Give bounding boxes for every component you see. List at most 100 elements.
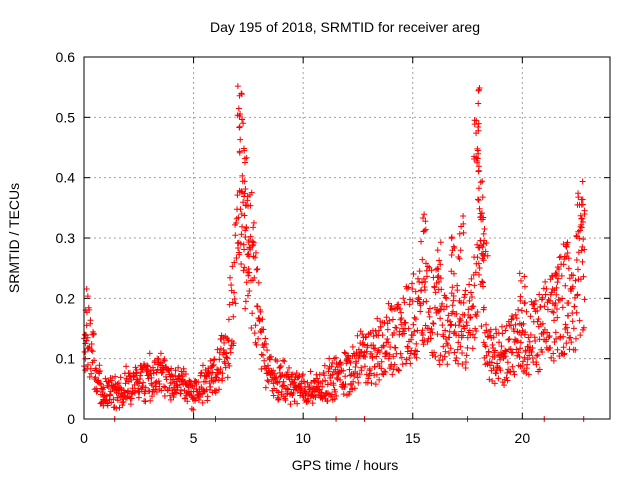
data-point bbox=[563, 340, 570, 347]
data-point bbox=[398, 321, 405, 328]
data-point bbox=[275, 389, 282, 396]
data-point bbox=[342, 381, 349, 388]
data-point bbox=[88, 370, 95, 377]
data-point bbox=[240, 267, 247, 274]
data-point bbox=[513, 315, 520, 322]
data-point bbox=[236, 251, 243, 258]
data-point bbox=[461, 325, 468, 332]
data-point bbox=[362, 353, 369, 360]
data-point bbox=[132, 364, 139, 371]
data-point bbox=[445, 312, 452, 319]
data-point bbox=[489, 341, 496, 348]
data-point bbox=[316, 386, 323, 393]
data-point bbox=[413, 354, 420, 361]
data-point bbox=[391, 361, 398, 368]
data-point bbox=[578, 215, 585, 222]
data-point bbox=[443, 295, 450, 302]
data-point bbox=[370, 333, 377, 340]
data-point bbox=[350, 378, 357, 385]
data-point bbox=[204, 393, 211, 400]
data-point bbox=[358, 367, 365, 374]
data-point bbox=[115, 390, 122, 397]
data-point bbox=[163, 376, 170, 383]
data-point bbox=[268, 353, 275, 360]
data-point bbox=[119, 402, 126, 409]
data-point bbox=[479, 210, 486, 217]
data-point bbox=[510, 368, 517, 375]
data-point bbox=[351, 372, 358, 379]
data-point bbox=[509, 349, 516, 356]
data-point bbox=[476, 264, 483, 271]
data-point bbox=[517, 293, 524, 300]
data-point bbox=[437, 261, 444, 268]
data-point bbox=[438, 286, 445, 293]
data-point bbox=[263, 340, 270, 347]
data-point bbox=[534, 318, 541, 325]
data-point bbox=[464, 322, 471, 329]
data-point bbox=[435, 266, 442, 273]
data-point bbox=[545, 334, 552, 341]
data-point bbox=[115, 380, 122, 387]
data-point bbox=[458, 328, 465, 335]
data-point bbox=[110, 396, 117, 403]
data-point bbox=[286, 364, 293, 371]
data-point bbox=[288, 371, 295, 378]
data-point bbox=[424, 338, 431, 345]
data-point bbox=[516, 270, 523, 277]
data-point bbox=[450, 293, 457, 300]
data-point bbox=[229, 299, 236, 306]
data-point bbox=[474, 254, 481, 261]
data-point bbox=[473, 327, 480, 334]
data-point bbox=[479, 278, 486, 285]
data-point bbox=[233, 255, 240, 262]
data-point bbox=[120, 398, 127, 405]
data-point bbox=[442, 294, 449, 301]
data-point bbox=[245, 239, 252, 246]
data-point bbox=[579, 258, 586, 265]
data-point bbox=[462, 287, 469, 294]
data-point bbox=[562, 282, 569, 289]
data-point bbox=[451, 349, 458, 356]
data-point bbox=[479, 194, 486, 201]
data-point bbox=[275, 395, 282, 402]
data-point bbox=[450, 270, 457, 277]
data-point bbox=[566, 275, 573, 282]
data-point bbox=[226, 301, 233, 308]
data-point bbox=[474, 308, 481, 315]
data-point bbox=[420, 275, 427, 282]
data-point bbox=[161, 357, 168, 364]
data-point bbox=[539, 320, 546, 327]
data-point bbox=[455, 253, 462, 260]
data-point bbox=[330, 382, 337, 389]
data-point bbox=[429, 329, 436, 336]
data-point bbox=[544, 306, 551, 313]
data-point bbox=[247, 233, 254, 240]
data-point bbox=[257, 308, 264, 315]
data-point bbox=[244, 292, 251, 299]
data-point bbox=[439, 300, 446, 307]
data-point bbox=[566, 334, 573, 341]
data-point bbox=[147, 397, 154, 404]
data-point bbox=[426, 313, 433, 320]
data-point bbox=[474, 196, 481, 203]
data-point bbox=[153, 389, 160, 396]
data-point bbox=[298, 386, 305, 393]
data-point bbox=[442, 348, 449, 355]
data-point bbox=[458, 223, 465, 230]
data-point bbox=[419, 332, 426, 339]
data-point bbox=[402, 319, 409, 326]
data-point bbox=[492, 347, 499, 354]
data-point bbox=[372, 328, 379, 335]
data-point bbox=[426, 305, 433, 312]
data-point bbox=[253, 341, 260, 348]
data-point bbox=[463, 319, 470, 326]
data-point bbox=[580, 273, 587, 280]
data-point bbox=[137, 372, 144, 379]
data-point bbox=[536, 366, 543, 373]
data-point bbox=[155, 356, 162, 363]
plot-frame bbox=[83, 56, 611, 420]
data-point bbox=[242, 305, 249, 312]
data-point bbox=[416, 278, 423, 285]
data-point bbox=[207, 383, 214, 390]
data-point bbox=[408, 280, 415, 287]
